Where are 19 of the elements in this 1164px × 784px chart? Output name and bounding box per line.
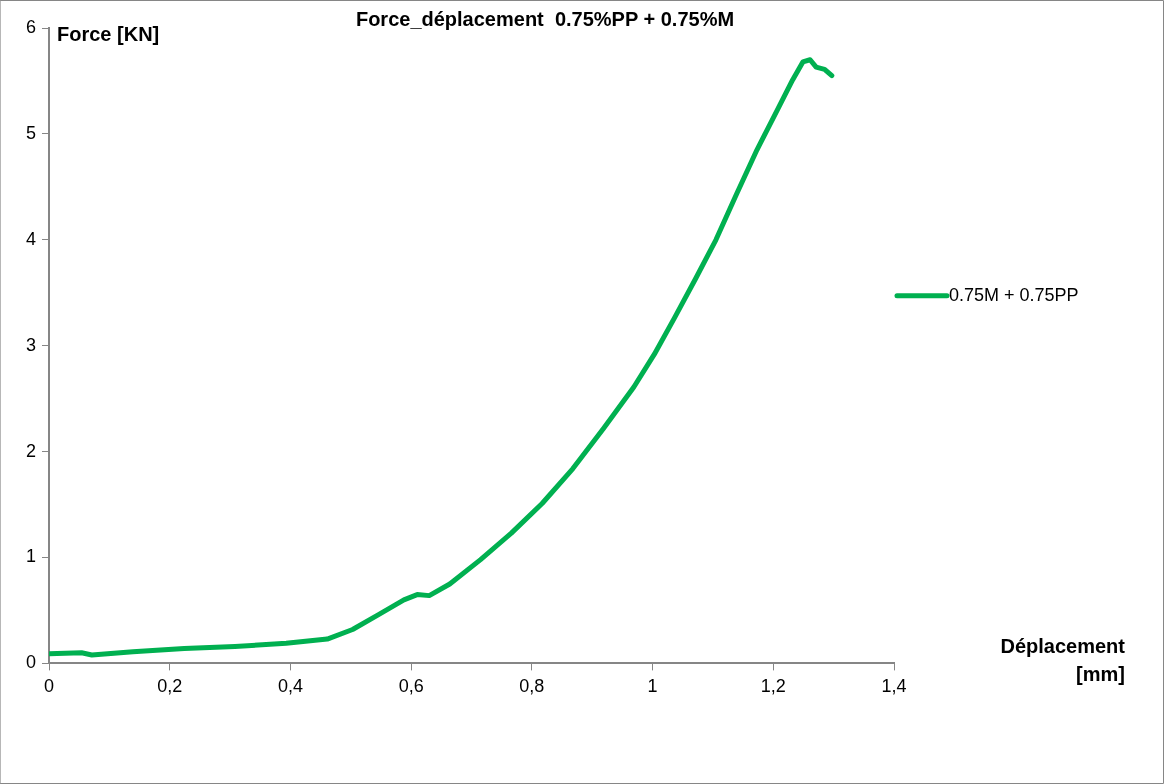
y-tick-label: 1 bbox=[26, 546, 37, 567]
y-tick-label: 4 bbox=[26, 228, 37, 249]
x-tick-label: 0,4 bbox=[277, 676, 303, 697]
y-tick-label: 2 bbox=[26, 440, 37, 461]
x-tick-label: 0 bbox=[44, 676, 55, 697]
x-tick-label: 1,2 bbox=[760, 676, 786, 697]
chart-title: Force_déplacement 0.75%PP + 0.75%M bbox=[355, 7, 735, 30]
x-tick-label: 0,6 bbox=[398, 676, 424, 697]
x-tick-label: 1,4 bbox=[881, 676, 907, 697]
x-tick-label: 1 bbox=[647, 676, 658, 697]
y-tick-label: 5 bbox=[26, 122, 37, 143]
y-axis-title: Force [KN] bbox=[57, 22, 160, 45]
legend-label: 0.75M + 0.75PP bbox=[949, 284, 1079, 305]
y-tick-label: 6 bbox=[26, 16, 37, 37]
x-axis-title: Déplacement [mm] bbox=[1000, 634, 1126, 685]
y-tick-label: 0 bbox=[26, 652, 37, 673]
x-tick-label: 0,8 bbox=[519, 676, 545, 697]
x-tick-label: 0,2 bbox=[157, 676, 183, 697]
y-tick-label: 3 bbox=[26, 334, 37, 355]
